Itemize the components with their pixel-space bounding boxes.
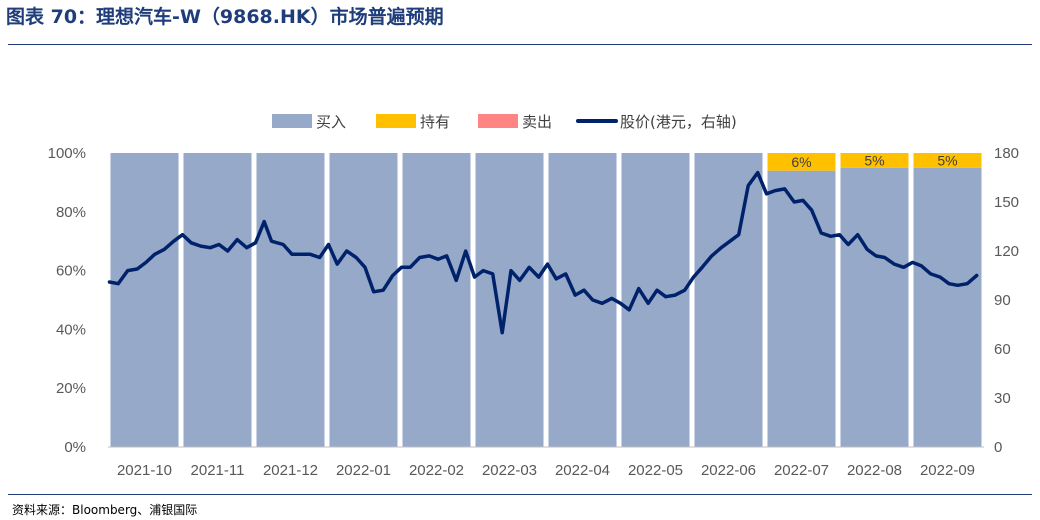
y-right-tick-label: 0 <box>994 439 1002 456</box>
x-tick-label: 2022-02 <box>409 462 464 479</box>
bar-buy-2021-11 <box>183 153 252 447</box>
bar-buy-2021-12 <box>256 153 325 447</box>
bar-buy-2022-06 <box>694 153 763 447</box>
chart-axes: 0% 20% 40% 60% 80% 100% 0 30 60 90 120 150 180 2021-1… <box>48 145 1019 479</box>
x-tick-label: 2022-03 <box>482 462 537 479</box>
source-divider <box>8 494 1032 495</box>
y-right-tick-label: 150 <box>994 194 1019 211</box>
y-right-tick-label: 90 <box>994 292 1011 309</box>
x-tick-label: 2022-05 <box>628 462 683 479</box>
x-tick-label: 2022-08 <box>847 462 902 479</box>
data-label-hold-2022-07: 6% <box>791 154 811 170</box>
legend-label-1: 持有 <box>420 113 450 131</box>
bar-hold-2022-09 <box>913 153 982 168</box>
bar-buy-2022-03 <box>475 153 544 447</box>
x-tick-label: 2021-11 <box>191 462 245 479</box>
x-tick-label: 2022-01 <box>336 462 391 479</box>
title-divider <box>8 44 1032 45</box>
bar-buy-2022-08 <box>840 167 909 447</box>
bar-hold-2022-07 <box>767 153 836 171</box>
bar-buy-2021-10 <box>110 153 179 447</box>
y-left-tick-label: 40% <box>56 321 86 338</box>
bar-buy-2022-09 <box>913 167 982 447</box>
chart-legend: 买入 持有 卖出 股价(港元，右轴) <box>272 113 737 131</box>
y-left-tick-label: 0% <box>64 439 86 456</box>
price-line <box>107 170 979 335</box>
y-right-tick-label: 120 <box>994 243 1019 260</box>
figure-title: 图表 70：理想汽车-W（9868.HK）市场普遍预期 <box>6 6 444 28</box>
y-left-tick-label: 100% <box>48 145 86 162</box>
x-tick-label: 2022-09 <box>920 462 975 479</box>
y-left-tick-label: 60% <box>56 263 86 280</box>
x-tick-label: 2022-07 <box>774 462 829 479</box>
y-right-tick-label: 60 <box>994 341 1011 358</box>
x-tick-label: 2021-10 <box>117 462 172 479</box>
data-labels: 6% 5% 5% <box>791 152 957 169</box>
legend-label-2: 卖出 <box>522 113 552 131</box>
y-left-tick-label: 20% <box>56 380 86 397</box>
x-tick-label: 2021-12 <box>263 462 318 479</box>
legend-label-price: 股价(港元，右轴) <box>620 113 737 131</box>
x-tick-label: 2022-06 <box>701 462 756 479</box>
y-left-tick-label: 80% <box>56 204 86 221</box>
price-line-series <box>107 170 979 335</box>
bar-series <box>110 153 982 447</box>
legend-swatch-2 <box>478 114 518 128</box>
source-note: 资料来源：Bloomberg、浦银国际 <box>12 503 198 517</box>
legend-label-0: 买入 <box>316 113 346 131</box>
bar-hold-2022-08 <box>840 153 909 168</box>
bar-buy-2022-07 <box>767 170 836 447</box>
x-tick-label: 2022-04 <box>555 462 610 479</box>
y-right-tick-label: 180 <box>994 145 1019 162</box>
legend-swatch-1 <box>376 114 416 128</box>
bar-buy-2022-02 <box>402 153 471 447</box>
data-label-hold-2022-08: 5% <box>864 152 884 168</box>
bar-buy-2022-01 <box>329 153 398 447</box>
y-right-tick-label: 30 <box>994 390 1011 407</box>
data-label-hold-2022-09: 5% <box>937 152 957 168</box>
legend-swatch-0 <box>272 114 312 128</box>
